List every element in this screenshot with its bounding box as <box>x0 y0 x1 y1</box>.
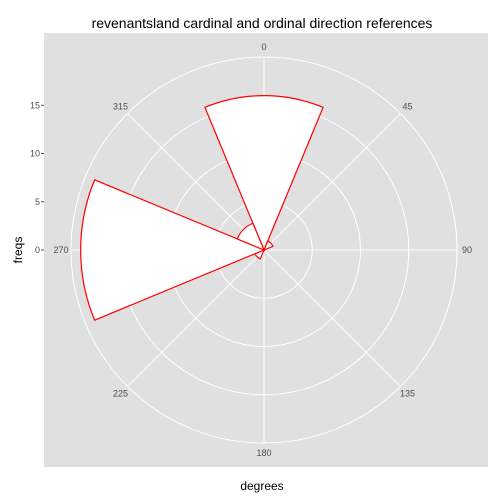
bar-wedge-0 <box>204 95 324 252</box>
y-axis-label: freqs <box>11 237 25 264</box>
grid-spoke <box>263 113 401 251</box>
radial-tick-label: 15 <box>30 100 40 110</box>
angle-tick-label: 270 <box>53 245 68 255</box>
radial-tick-layer: 0 5 10 15 <box>30 100 44 255</box>
bar-wedge-45 <box>262 240 274 252</box>
angle-tick-label: 180 <box>256 448 271 458</box>
angle-tick-label: 315 <box>113 101 128 111</box>
bar-wedge-270 <box>80 179 266 321</box>
radial-tick-label: 10 <box>30 149 40 159</box>
chart-title: revenantsland cardinal and ordinal direc… <box>92 15 433 31</box>
radial-tick-label: 0 <box>35 245 40 255</box>
angle-tick-label: 135 <box>400 389 415 399</box>
grid-spoke <box>127 249 265 387</box>
angle-tick-layer: 0 45 90 135 180 225 270 315 <box>53 42 472 458</box>
radial-tick-label: 5 <box>35 197 40 207</box>
angle-tick-label: 45 <box>403 101 413 111</box>
angle-tick-label: 0 <box>261 42 266 52</box>
angle-tick-label: 90 <box>462 245 472 255</box>
bar-layer <box>80 95 324 321</box>
bar-wedge-315 <box>236 222 266 252</box>
grid-spoke <box>263 249 401 387</box>
grid-spoke <box>127 113 265 251</box>
x-axis-label: degrees <box>240 479 283 493</box>
angle-tick-label: 225 <box>113 389 128 399</box>
